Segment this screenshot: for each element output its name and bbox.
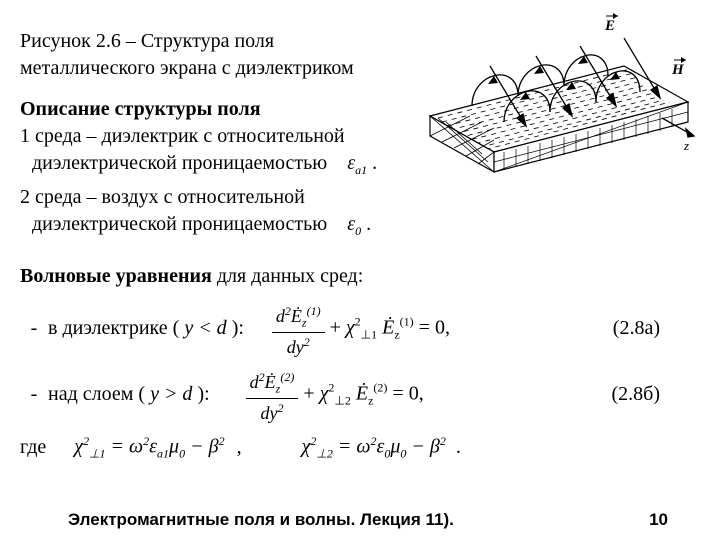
eq1-condition: y < d bbox=[184, 317, 226, 339]
where-expr-2: χ2⊥2 = ω2ε0μ0 − β2 bbox=[302, 434, 446, 462]
where-expr-1: χ2⊥1 = ω2εa1μ0 − β2 bbox=[74, 434, 224, 462]
where-label: где bbox=[20, 436, 46, 459]
eq2-condition: y > d bbox=[150, 383, 192, 405]
eq2-formula: d2Ėz(2) dy2 + χ2⊥2 Ėz(2) = 0, bbox=[246, 368, 424, 422]
svg-text:E: E bbox=[604, 18, 615, 34]
z-axis-label: z bbox=[683, 138, 689, 153]
equation-2-row: - над слоем ( y > d ): d2Ėz(2) dy2 + χ2⊥… bbox=[20, 368, 700, 422]
period: . bbox=[366, 213, 371, 235]
equation-1-row: - в диэлектрике ( y < d ): d2Ėz(1) dy2 +… bbox=[20, 302, 700, 356]
eq1-number: (2.8а) bbox=[613, 317, 700, 340]
medium1-line-b: диэлектрической проницаемостью εa1 . bbox=[20, 150, 430, 184]
eq2-label: над слоем ( y > d ): bbox=[48, 383, 210, 406]
e-vector-label: E bbox=[604, 13, 618, 34]
bullet-icon: - bbox=[20, 383, 48, 406]
eps-0-symbol: ε0 bbox=[347, 213, 361, 235]
period: . bbox=[372, 152, 377, 174]
period: . bbox=[456, 436, 461, 459]
figure-caption-line1: Рисунок 2.6 – Структура поля bbox=[20, 28, 430, 55]
medium1-line-a: 1 среда – диэлектрик с относительной bbox=[20, 123, 430, 150]
field-structure-diagram: z bbox=[418, 6, 698, 196]
footer-title: Электромагнитные поля и волны. Лекция 11… bbox=[68, 510, 454, 530]
eq1-formula: d2Ėz(1) dy2 + χ2⊥1 Ėz(1) = 0, bbox=[272, 302, 450, 356]
wave-eq-intro-overlay: Волновые уравнения для данных сред: bbox=[20, 265, 700, 288]
body-text: Рисунок 2.6 – Структура поля металлическ… bbox=[20, 28, 430, 245]
section-title: Описание структуры поля bbox=[20, 96, 430, 123]
svg-text:H: H bbox=[671, 62, 685, 78]
bullet-icon: - bbox=[20, 317, 48, 340]
figure-caption-line2: металлического экрана с диэлектриком bbox=[20, 55, 430, 82]
medium2-line-a: 2 среда – воздух с относительной bbox=[20, 184, 430, 211]
medium1-label: диэлектрической проницаемостью bbox=[32, 152, 327, 174]
eps-a1-symbol: εa1 bbox=[347, 152, 367, 174]
medium2-line-b: диэлектрической проницаемостью ε0 . bbox=[20, 211, 430, 245]
page-footer: Электромагнитные поля и волны. Лекция 11… bbox=[68, 510, 668, 530]
where-row: где χ2⊥1 = ω2εa1μ0 − β2 , χ2⊥2 = ω2ε0μ0 … bbox=[20, 434, 700, 462]
medium2-label: диэлектрической проницаемостью bbox=[32, 213, 327, 235]
eq2-number: (2.8б) bbox=[612, 383, 701, 406]
eq1-label: в диэлектрике ( y < d ): bbox=[48, 317, 244, 340]
footer-page-number: 10 bbox=[649, 510, 668, 530]
comma: , bbox=[237, 436, 242, 459]
h-vector-label: H bbox=[671, 57, 686, 78]
